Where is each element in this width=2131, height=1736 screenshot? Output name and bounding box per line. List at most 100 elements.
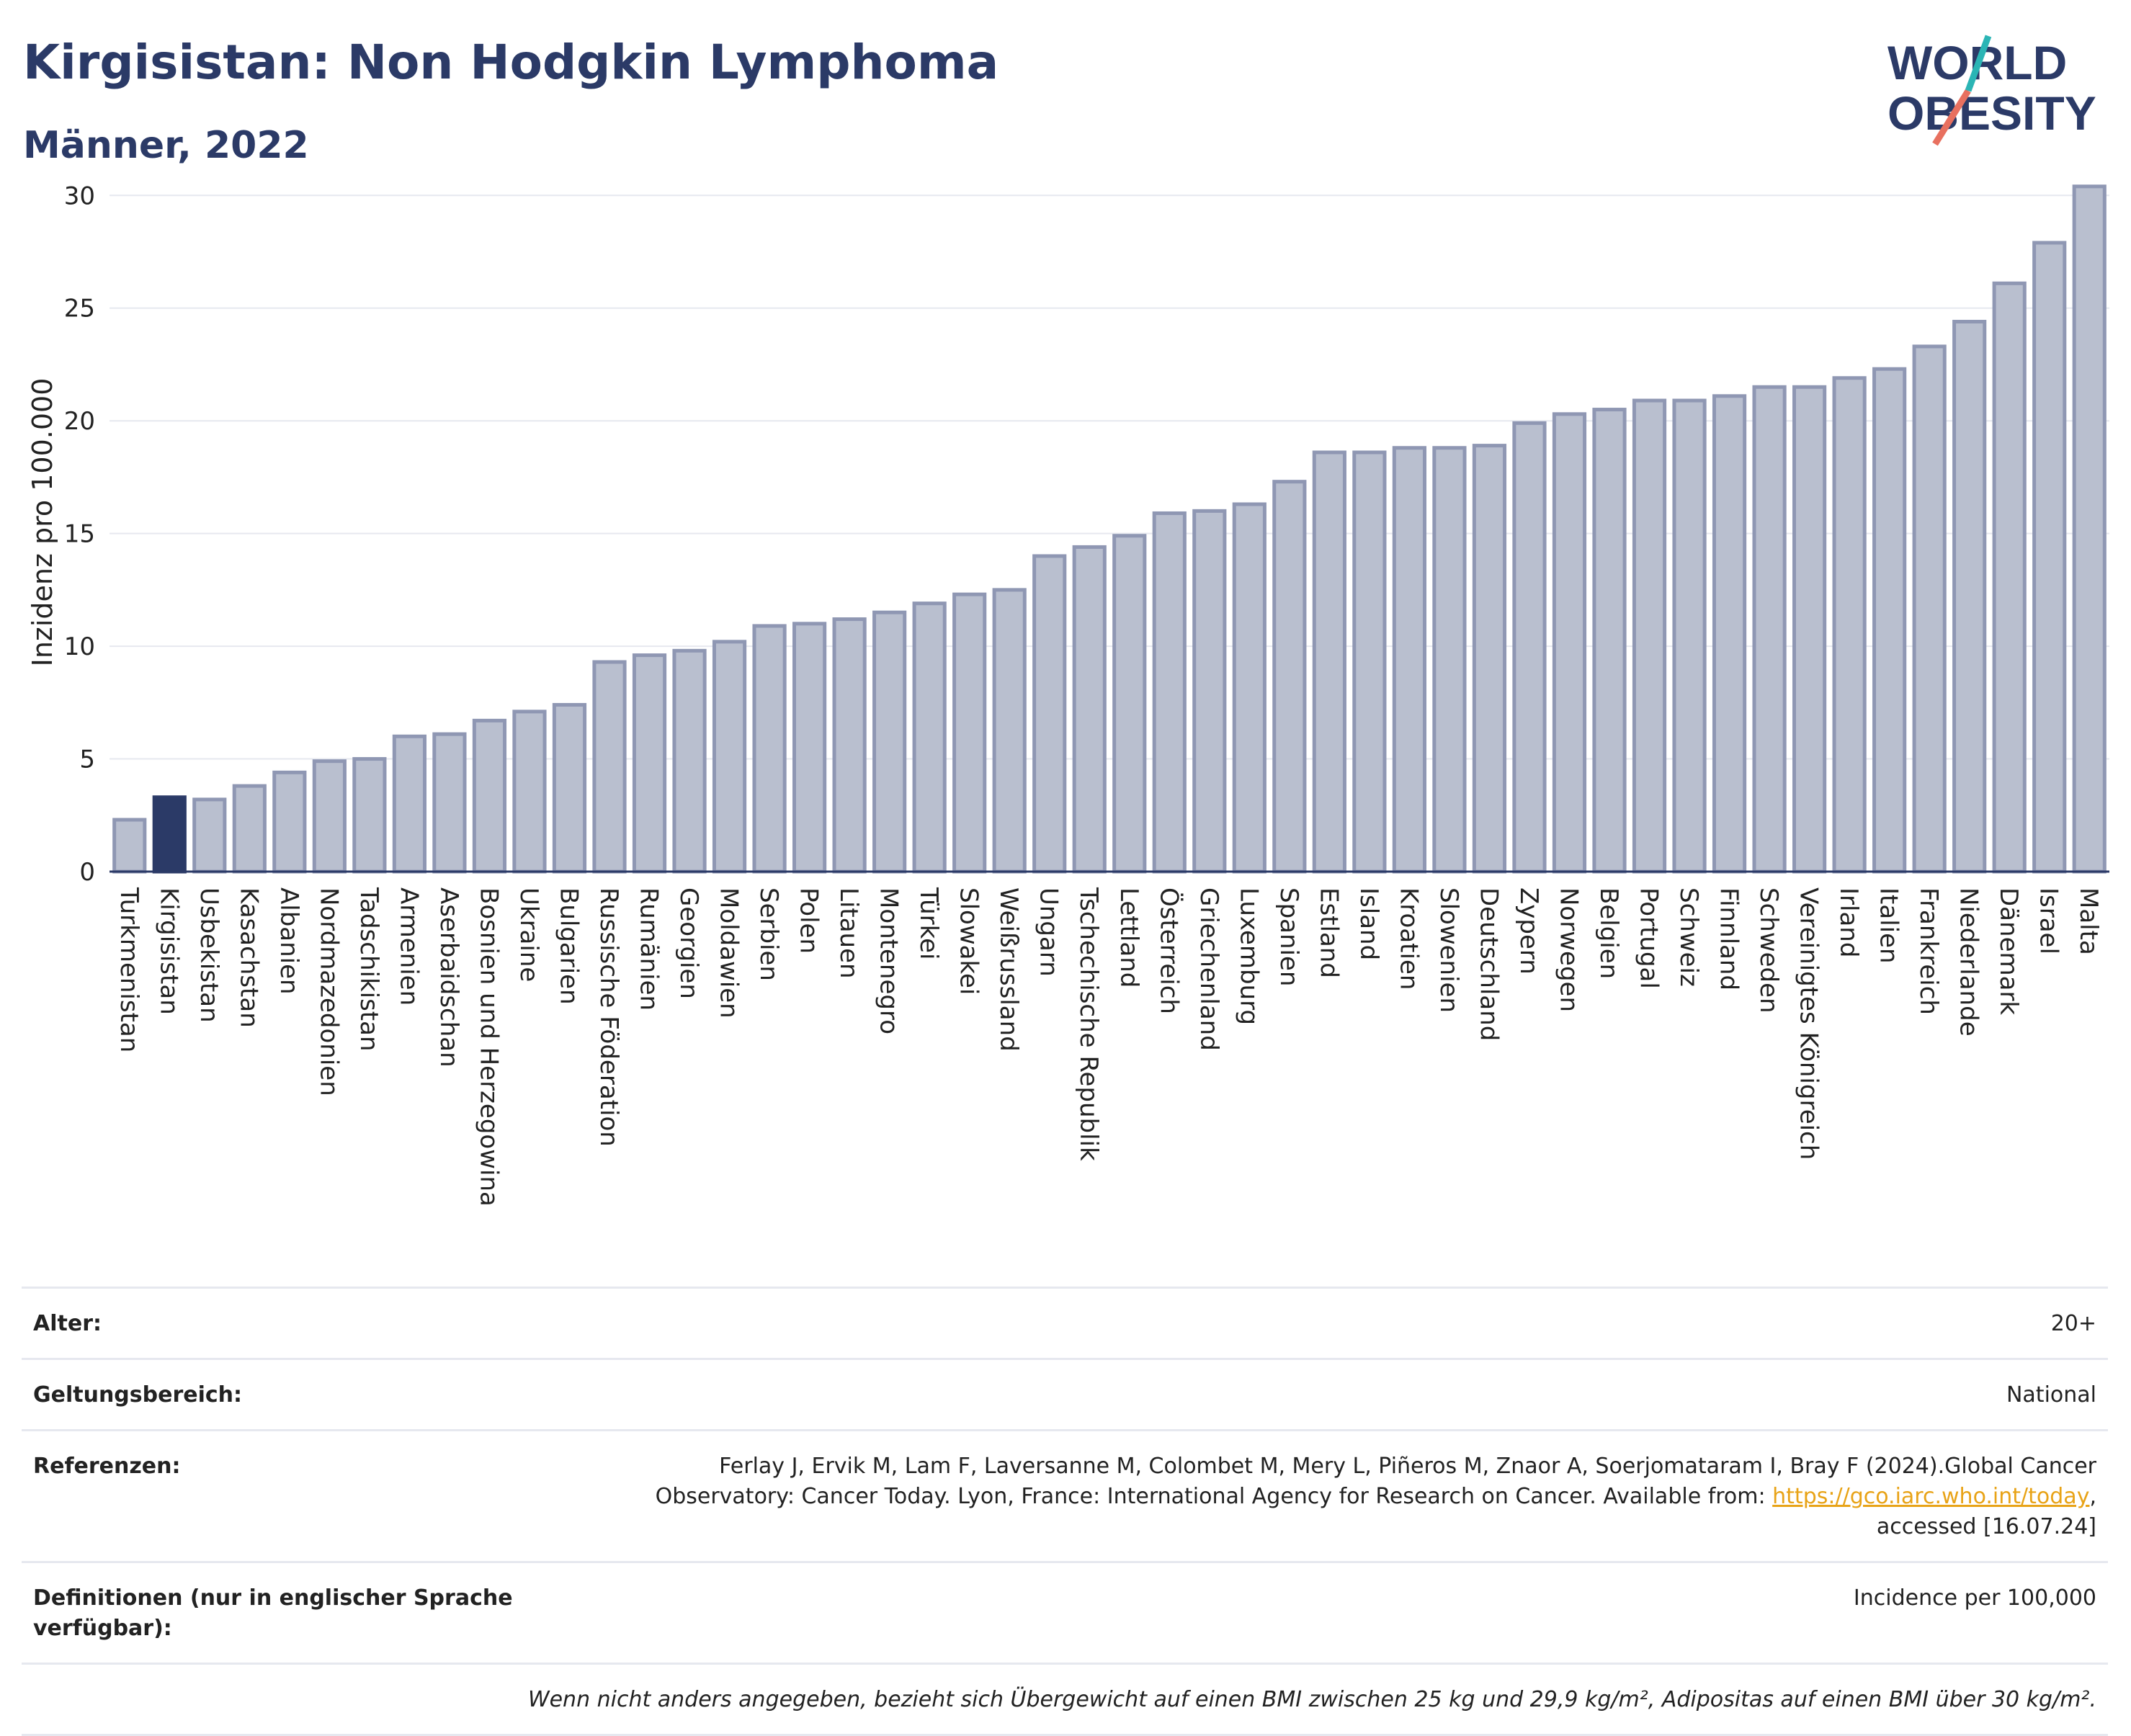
bar [1072,545,1107,874]
bar [832,617,867,874]
bar [792,622,827,874]
logo-line-2: OBESITY [1887,86,2096,140]
x-tick-label: Georgien [674,887,703,999]
x-tick-label: Niederlande [1954,887,1983,1037]
x-tick-label: Rumänien [635,887,664,1011]
y-tick-label: 30 [64,182,95,210]
meta-row-scope: Geltungsbereich: National [22,1358,2108,1429]
bar [1592,408,1627,874]
footnote: Wenn nicht anders angegeben, bezieht sic… [527,1687,2096,1712]
age-label: Alter: [33,1311,102,1336]
x-tick-label: Montenegro [875,887,903,1034]
bar [1512,421,1547,874]
x-tick-label: Moldawien [715,887,743,1019]
reference-text: Observatory: Cancer Today. Lyon, France:… [655,1484,1773,1509]
bar [352,757,387,874]
bar [752,624,787,874]
page-subtitle: Männer, 2022 [23,124,309,167]
x-tick-label: Slowenien [1434,887,1463,1013]
x-tick-label: Belgien [1594,887,1623,979]
bar [232,784,267,874]
bar [592,660,627,874]
x-tick-label: Tadschikistan [354,887,383,1052]
bar [1992,281,2027,874]
bar-chart: 0 5 10 15 20 25 30 Inzidenz pro 100.000 Turkmeni… [27,182,2109,1207]
x-tick-label: Ungarn [1035,887,1063,977]
y-axis-label: Inzidenz pro 100.000 [27,378,58,667]
x-tick-label: Estland [1314,887,1343,978]
y-tick-label: 5 [79,746,95,774]
x-tick-label: Portugal [1635,887,1663,989]
x-tick-label: Malta [2074,887,2103,955]
reference-line-2: Observatory: Cancer Today. Lyon, France:… [537,1482,2096,1512]
x-tick-label: Deutschland [1474,887,1503,1041]
bar [952,592,987,874]
x-tick-label: Lettland [1114,887,1143,988]
x-tick-label: Zypern [1514,887,1543,975]
bar [872,610,907,874]
world-obesity-logo: WORLD OBESITY [1887,35,2096,146]
x-tick-label: Frankreich [1914,887,1943,1015]
reference-line-1: Ferlay J, Ervik M, Lam F, Laversanne M, … [719,1454,2096,1479]
x-tick-label: Österreich [1154,887,1184,1014]
y-tick-label: 15 [64,520,95,549]
bar [272,770,307,874]
x-tick-label: Italien [1875,887,1903,964]
bar [1952,320,1987,874]
x-tick-label: Dänemark [1994,887,2023,1015]
y-tick-label: 25 [64,295,95,323]
bar [1632,398,1667,874]
scope-value: National [2006,1382,2096,1408]
x-tick-label: Türkei [914,887,943,959]
bar [1672,398,1707,874]
x-tick-label: Usbekistan [195,887,223,1023]
x-tick-label: Armenien [394,887,423,1006]
bar [552,702,587,874]
x-tick-label: Irland [1834,887,1863,957]
bar [1872,367,1907,874]
x-tick-label: Ukraine [514,887,543,982]
x-tick-label: Turkmenistan [115,887,143,1052]
meta-row-note: Wenn nicht anders angegeben, bezieht sic… [22,1663,2108,1736]
bar [1232,502,1266,874]
bar [112,818,147,874]
bar [1912,344,1947,874]
x-tick-label: Israel [2034,887,2063,954]
bar [312,759,347,874]
x-tick-label: Serbien [754,887,783,981]
age-value: 20+ [2050,1311,2096,1336]
bar [432,732,467,874]
x-tick-label: Russische Föderation [594,887,623,1147]
bar [992,588,1027,874]
bar [672,648,707,874]
reference-line-3: accessed [16.07.24] [1876,1514,2096,1539]
bar [632,653,667,874]
bar [1112,534,1147,874]
bar [392,734,426,874]
x-tick-label: Kirgisistan [154,887,183,1015]
y-tick-label: 10 [64,632,95,661]
x-tick-label: Vereinigtes Königreich [1795,887,1823,1160]
x-tick-label: Aserbaidschan [434,887,463,1068]
bar [712,640,747,874]
metadata-table: Alter: 20+ Geltungsbereich: National Ref… [22,1287,2108,1736]
bar [1352,450,1387,874]
x-tick-label: Slowakei [955,887,983,995]
bar [152,795,187,874]
bar [192,797,227,874]
bar [1752,385,1787,874]
x-tick-label: Kasachstan [234,887,263,1028]
reference-link[interactable]: https://gco.iarc.who.int/today [1772,1484,2090,1509]
bar [912,601,947,874]
definitions-label: Definitionen (nur in englischer Sprache … [33,1585,513,1641]
meta-row-definitions: Definitionen (nur in englischer Sprache … [22,1561,2108,1663]
x-tick-label: Kroatien [1394,887,1423,990]
logo-slash-teal [1965,35,1992,92]
x-tick-label: Finnland [1715,887,1743,990]
bar [1312,450,1346,874]
x-tick-label: Norwegen [1554,887,1583,1012]
bar [1192,509,1227,874]
bar [1552,412,1587,874]
logo-slash-coral [1932,89,1971,146]
x-tick-label: Polen [795,887,823,954]
